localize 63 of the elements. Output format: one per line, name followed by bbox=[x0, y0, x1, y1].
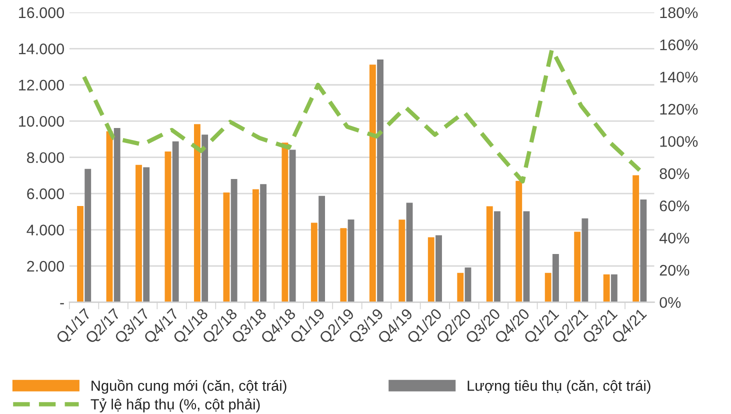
bar bbox=[369, 64, 376, 302]
bar bbox=[310, 222, 318, 302]
line-series bbox=[82, 47, 642, 184]
y2-tick-label: 80% bbox=[660, 168, 690, 180]
bar bbox=[223, 192, 230, 302]
bar bbox=[348, 219, 354, 302]
y2-tick-label: 120% bbox=[660, 104, 698, 115]
y-tick-label: 2.000 bbox=[27, 260, 64, 272]
bar bbox=[464, 267, 472, 302]
bar bbox=[398, 220, 406, 302]
bar bbox=[106, 131, 113, 302]
bar bbox=[544, 272, 552, 302]
bar bbox=[172, 141, 179, 302]
bar bbox=[457, 272, 464, 302]
bar bbox=[574, 232, 581, 302]
y2-tick-label: 20% bbox=[660, 264, 690, 276]
legend-label: Tỷ lệ hấp thụ (%, cột phải) bbox=[90, 398, 260, 412]
bar bbox=[486, 206, 493, 302]
y2-tick-label: 40% bbox=[659, 232, 690, 244]
bar bbox=[194, 124, 200, 302]
legend-label: Nguồn cung mới (căn, cột trái) bbox=[92, 380, 286, 394]
bar bbox=[77, 206, 84, 302]
bar bbox=[494, 211, 500, 302]
y-tick-label: 8.000 bbox=[27, 152, 64, 164]
y-tick-label: 12.000 bbox=[19, 80, 64, 91]
bar bbox=[164, 152, 172, 302]
bar bbox=[428, 237, 434, 302]
bar bbox=[523, 211, 530, 302]
y2-tick-label: 60% bbox=[660, 200, 690, 212]
bar bbox=[640, 200, 647, 302]
bar bbox=[318, 196, 326, 302]
bar bbox=[552, 254, 559, 302]
bar bbox=[289, 150, 296, 302]
bar bbox=[340, 228, 347, 302]
bar bbox=[632, 175, 640, 302]
bar bbox=[516, 180, 522, 302]
legend-label: Lượng tiêu thụ (căn, cột trái) bbox=[468, 380, 650, 394]
y2-tick-label: 180% bbox=[660, 7, 698, 18]
bar bbox=[610, 274, 618, 302]
bar bbox=[603, 274, 610, 302]
bar bbox=[406, 202, 413, 302]
y-tick-label: 4.000 bbox=[26, 224, 64, 236]
y2-tick-label: 0% bbox=[660, 297, 681, 308]
y-tick-label: - bbox=[60, 303, 64, 304]
y-tick-label: 14.000 bbox=[19, 44, 64, 54]
bar bbox=[436, 235, 442, 302]
bar bbox=[377, 60, 384, 302]
bar bbox=[114, 128, 120, 302]
y2-tick-label: 100% bbox=[660, 136, 698, 147]
y-tick-label: 6.000 bbox=[27, 188, 64, 200]
bar bbox=[582, 218, 588, 302]
y-tick-label: 10.000 bbox=[19, 116, 64, 127]
bar bbox=[282, 142, 288, 302]
bar bbox=[260, 184, 267, 302]
bar bbox=[252, 189, 259, 302]
y-tick-label: 16.000 bbox=[19, 7, 64, 18]
bar bbox=[143, 167, 150, 302]
bar bbox=[202, 134, 208, 302]
y2-tick-label: 160% bbox=[660, 39, 698, 50]
bar bbox=[230, 179, 238, 302]
bar bbox=[136, 164, 142, 302]
bar bbox=[84, 168, 92, 302]
y2-tick-label: 140% bbox=[660, 72, 698, 83]
